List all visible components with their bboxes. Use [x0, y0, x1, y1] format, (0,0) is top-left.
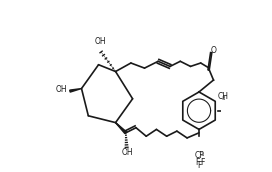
Text: CH: CH: [218, 92, 229, 101]
Text: CF: CF: [194, 151, 204, 160]
Text: OH: OH: [122, 148, 133, 157]
Text: 3: 3: [222, 96, 225, 101]
Text: O: O: [210, 46, 216, 55]
Text: F: F: [198, 161, 202, 170]
Text: OH: OH: [56, 85, 67, 94]
Text: F: F: [200, 158, 205, 166]
Text: OH: OH: [94, 37, 106, 46]
Text: F: F: [195, 158, 199, 166]
Polygon shape: [116, 123, 127, 134]
Polygon shape: [70, 89, 82, 92]
Text: 3: 3: [201, 152, 204, 157]
